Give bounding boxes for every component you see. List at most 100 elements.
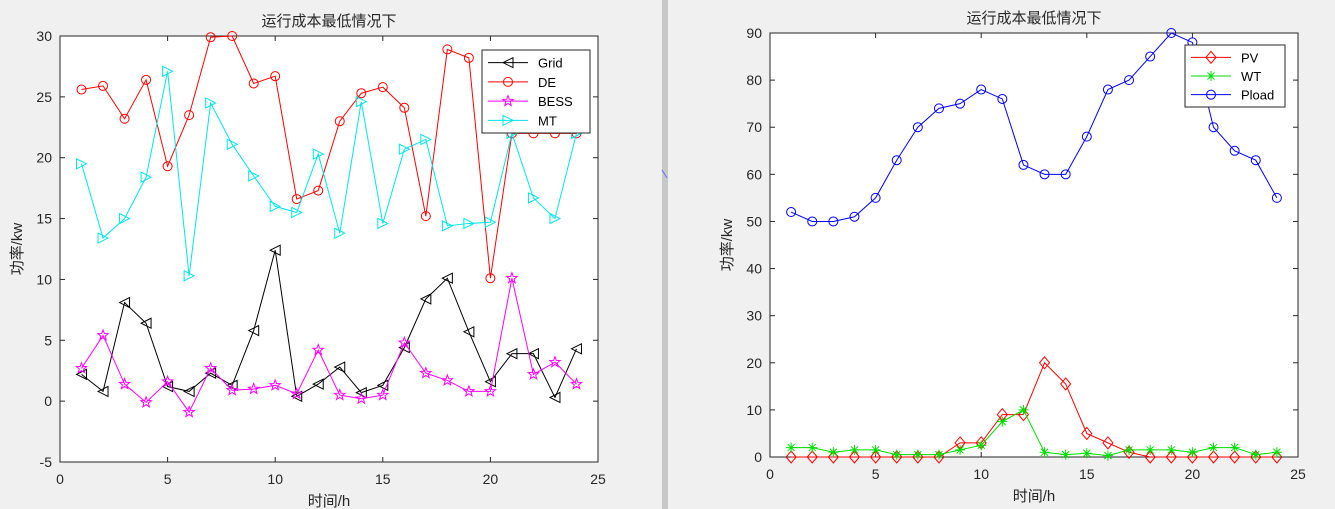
data-point-grid bbox=[247, 324, 260, 337]
data-point-wt bbox=[1208, 442, 1219, 453]
data-point-mt bbox=[463, 217, 475, 230]
data-point-pload bbox=[1208, 122, 1219, 133]
chart-left-legend: Grid DE BESS MT bbox=[481, 49, 591, 134]
data-point-pv bbox=[1102, 436, 1114, 450]
data-point-de bbox=[141, 74, 152, 85]
data-point-wt bbox=[1166, 444, 1177, 455]
legend-marker-mt bbox=[502, 114, 515, 127]
data-point-wt bbox=[1271, 447, 1282, 458]
data-point-bess bbox=[462, 384, 476, 398]
data-point-pload bbox=[933, 103, 944, 114]
data-point-de bbox=[334, 116, 345, 127]
data-point-wt bbox=[1187, 447, 1198, 458]
chart-left-ylabel: 功率/kw bbox=[9, 223, 26, 276]
data-point-mt bbox=[248, 170, 260, 182]
data-point-de bbox=[227, 31, 238, 41]
data-point-grid bbox=[484, 375, 496, 388]
chart-right-series bbox=[785, 28, 1283, 464]
data-point-bess bbox=[376, 388, 390, 401]
data-point-grid bbox=[75, 368, 88, 381]
x-tick-label: 15 bbox=[1079, 466, 1095, 482]
series-line-mt bbox=[81, 71, 577, 276]
data-point-mt bbox=[398, 143, 411, 156]
data-point-bess bbox=[569, 377, 584, 390]
y-tick-label: 70 bbox=[746, 119, 762, 135]
data-point-pload bbox=[1145, 51, 1156, 62]
data-point-wt bbox=[955, 444, 966, 455]
data-point-wt bbox=[933, 449, 944, 460]
data-point-wt bbox=[1250, 449, 1261, 460]
data-point-wt bbox=[786, 442, 797, 453]
data-point-pload bbox=[912, 122, 923, 133]
data-point-bess bbox=[117, 377, 132, 390]
data-point-mt bbox=[226, 138, 239, 151]
data-point-bess bbox=[96, 328, 110, 342]
data-point-pload bbox=[828, 216, 839, 227]
y-tick-label: 30 bbox=[36, 28, 52, 44]
y-tick-label: 90 bbox=[746, 25, 762, 41]
legend-marker-de bbox=[503, 76, 513, 87]
x-tick-label: 5 bbox=[164, 471, 172, 487]
data-point-mt bbox=[441, 220, 454, 232]
y-tick-label: 0 bbox=[754, 449, 762, 465]
data-point-de bbox=[76, 84, 87, 95]
data-point-grid bbox=[333, 361, 346, 373]
data-point-de bbox=[356, 88, 367, 99]
data-point-bess bbox=[204, 361, 218, 374]
legend-label-de: DE bbox=[538, 75, 556, 90]
x-tick-label: 20 bbox=[1185, 466, 1201, 482]
data-point-pv bbox=[1228, 450, 1241, 464]
data-point-pload bbox=[1060, 169, 1071, 180]
data-point-pload bbox=[1102, 84, 1113, 95]
legend-marker-wt bbox=[1206, 71, 1216, 81]
data-point-de bbox=[184, 110, 195, 121]
data-point-wt bbox=[1060, 449, 1071, 460]
data-point-bess bbox=[397, 335, 411, 349]
data-point-bess bbox=[247, 382, 261, 395]
data-point-mt bbox=[140, 171, 153, 183]
legend-marker-pload bbox=[1206, 89, 1216, 100]
data-point-wt bbox=[891, 449, 902, 460]
x-tick-label: 25 bbox=[590, 471, 606, 487]
divider-artifact bbox=[661, 169, 668, 179]
data-point-mt bbox=[355, 95, 368, 108]
chart-right: 运行成本最低情况下 时间/h 功率/kw 0 5 10 15 20 25 0 10 20 30 40… bbox=[719, 10, 1306, 505]
x-tick-label: 0 bbox=[766, 466, 774, 482]
y-tick-label: 40 bbox=[746, 261, 762, 277]
data-point-pload bbox=[1081, 131, 1092, 142]
data-point-grid bbox=[96, 385, 109, 398]
legend-marker-pv bbox=[1205, 50, 1217, 65]
data-point-grid bbox=[548, 391, 561, 404]
data-point-bess bbox=[440, 373, 454, 387]
data-point-mt bbox=[549, 212, 562, 225]
data-point-mt bbox=[334, 227, 346, 239]
data-point-wt bbox=[1102, 450, 1113, 461]
data-point-pload bbox=[807, 216, 818, 227]
x-tick-label: 20 bbox=[483, 471, 499, 487]
data-point-wt bbox=[807, 442, 818, 453]
data-point-de bbox=[442, 44, 453, 55]
data-point-pload bbox=[786, 207, 797, 218]
data-point-pload bbox=[1166, 28, 1177, 38]
data-point-bess bbox=[139, 395, 153, 408]
data-point-pload bbox=[976, 84, 987, 95]
data-point-bess bbox=[419, 366, 433, 379]
y-tick-label: 20 bbox=[746, 355, 762, 371]
chart-right-ylabel: 功率/kw bbox=[719, 219, 736, 272]
y-tick-label: 10 bbox=[746, 402, 762, 418]
window-divider bbox=[662, 0, 668, 509]
x-tick-label: 15 bbox=[375, 471, 391, 487]
y-tick-label: 20 bbox=[36, 150, 52, 166]
data-point-pv bbox=[869, 450, 882, 464]
data-point-wt bbox=[1124, 444, 1135, 455]
y-tick-label: 10 bbox=[36, 271, 52, 287]
data-point-grid bbox=[570, 342, 582, 355]
y-tick-label: 0 bbox=[44, 393, 52, 409]
chart-left: 运行成本最低情况下 时间/h 功率/kw 0 5 10 15 20 25-50510152… bbox=[9, 13, 606, 509]
data-point-pv bbox=[1038, 355, 1051, 370]
data-point-pload bbox=[1018, 159, 1029, 170]
data-point-mt bbox=[527, 192, 540, 204]
chart-left-xlabel: 时间/h bbox=[308, 493, 351, 509]
data-point-de bbox=[485, 273, 496, 284]
data-point-pv bbox=[1081, 426, 1093, 441]
